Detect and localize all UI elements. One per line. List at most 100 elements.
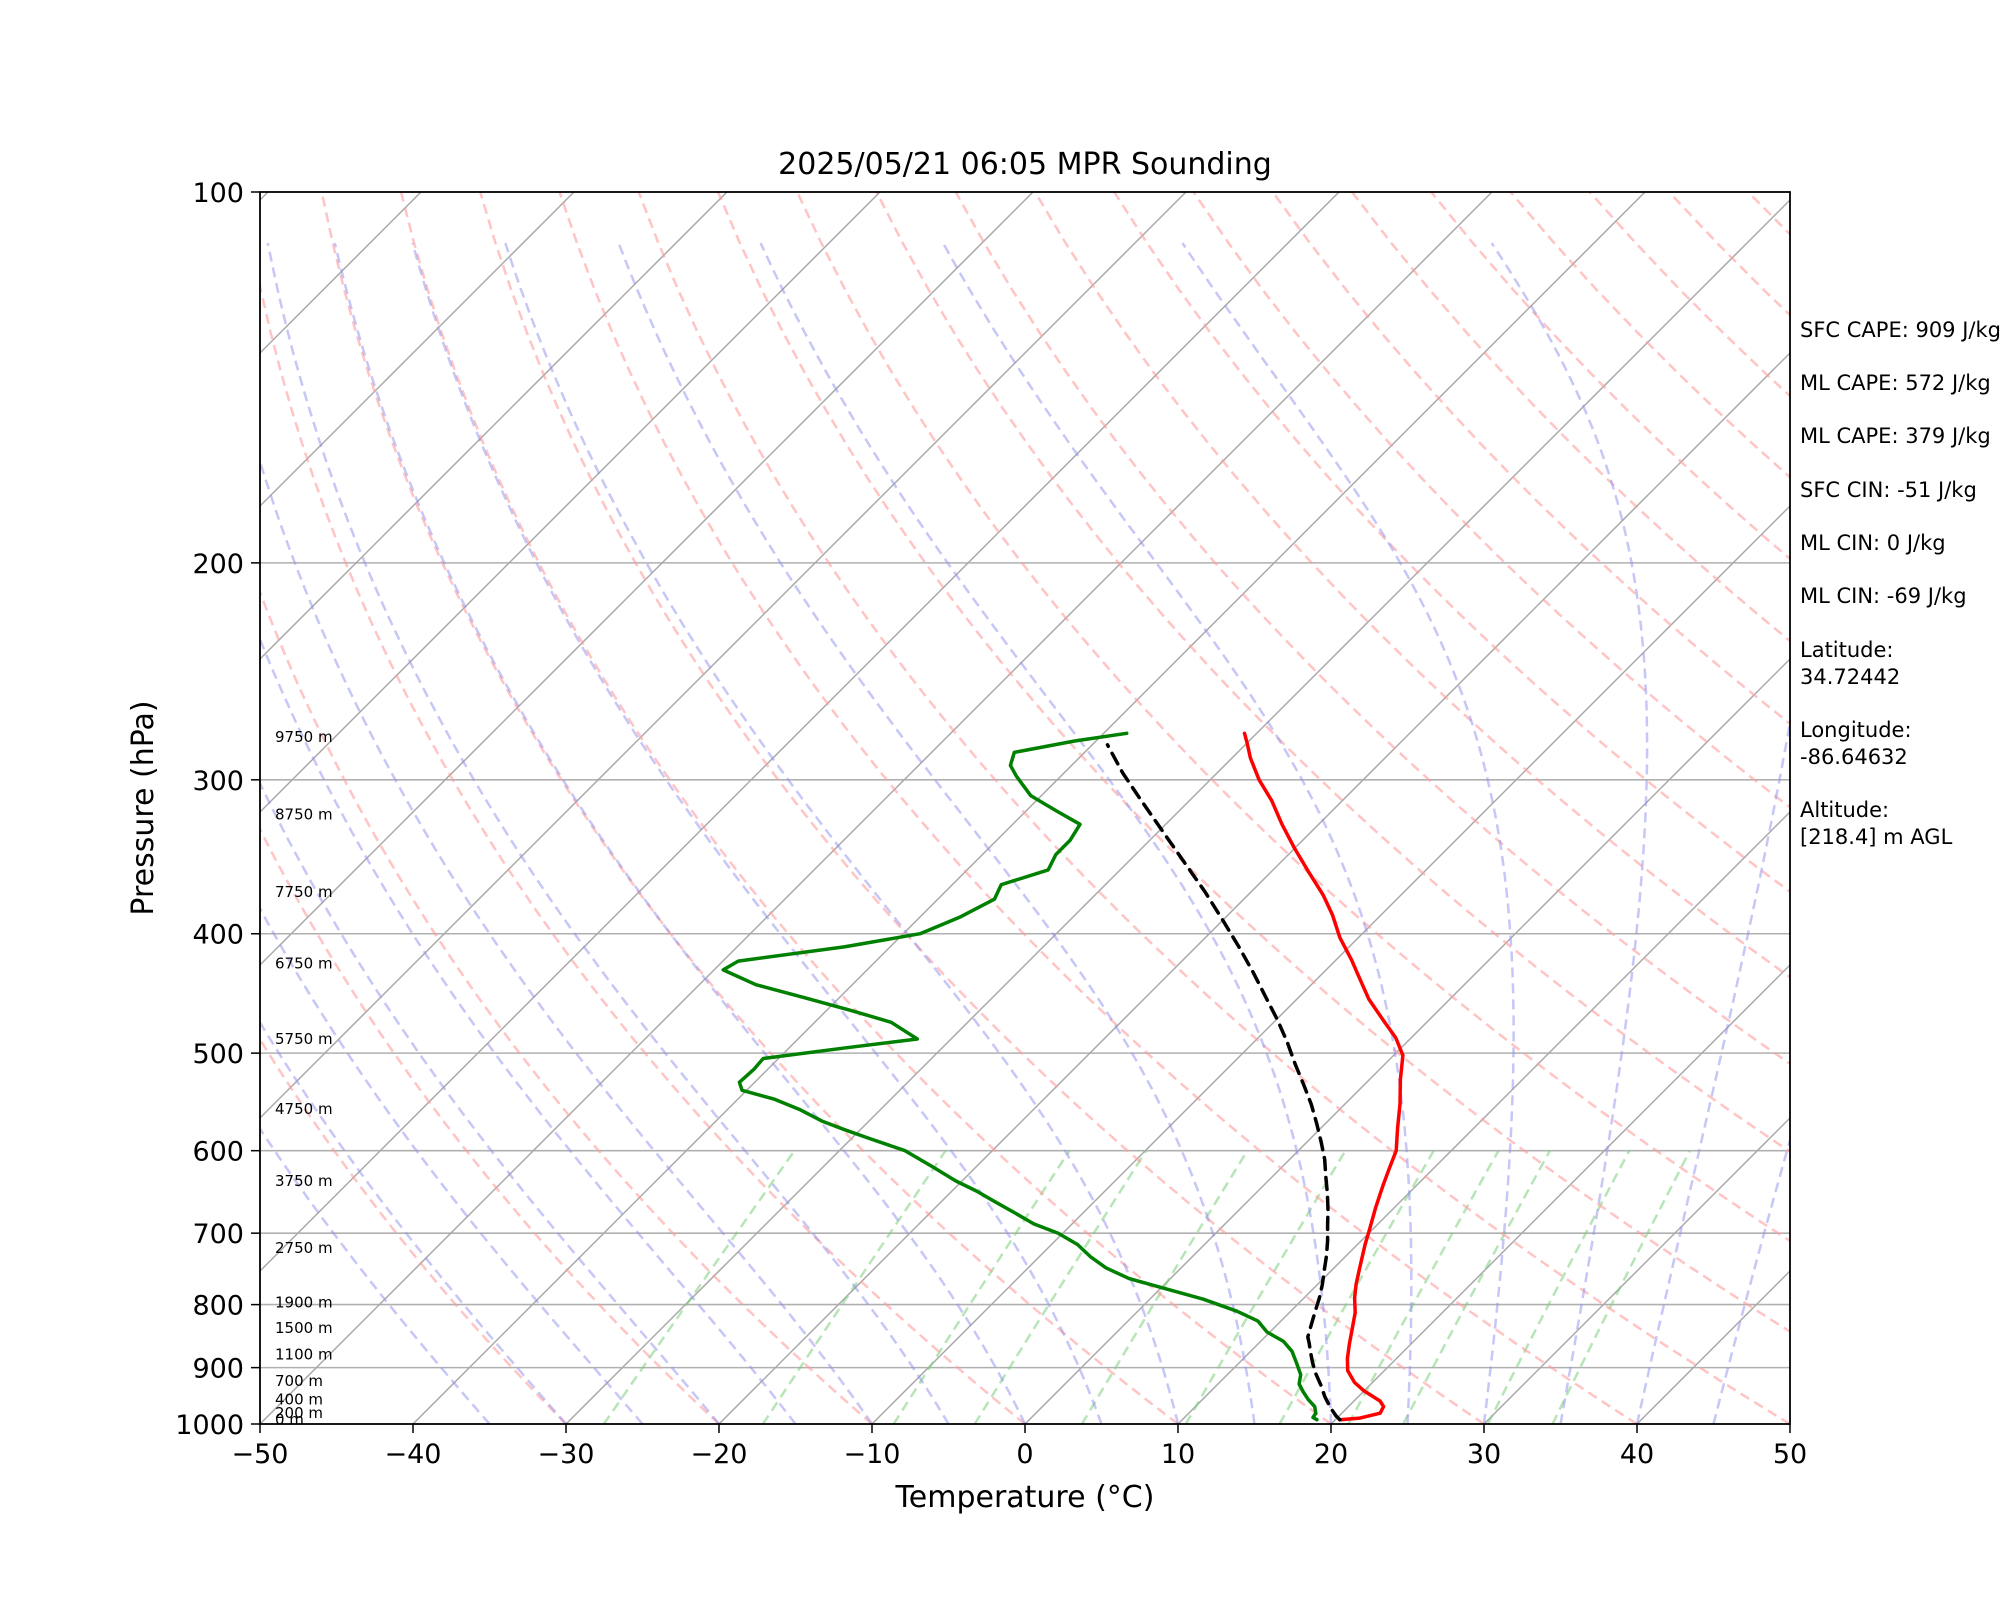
dry-adiabat-line bbox=[558, 192, 1638, 1424]
moist-adiabat-line bbox=[617, 242, 1256, 1424]
moist-adiabat-line bbox=[260, 1126, 491, 1424]
info-ml-cape-2: ML CAPE: 379 J/kg bbox=[1800, 424, 1991, 448]
x-tick-label: −50 bbox=[232, 1439, 289, 1470]
x-tick-label: 10 bbox=[1161, 1439, 1195, 1470]
moist-adiabat-line bbox=[260, 906, 644, 1424]
isotherm-line bbox=[260, 192, 1493, 1424]
mixing-ratio-line bbox=[1278, 1150, 1435, 1424]
isotherm-line bbox=[260, 192, 1034, 967]
y-tick-label: 200 bbox=[192, 549, 244, 580]
dry-adiabat-line bbox=[260, 279, 1026, 1424]
moist-adiabat-line bbox=[260, 780, 720, 1424]
height-label: 1900 m bbox=[275, 1294, 333, 1312]
y-tick-label: 100 bbox=[192, 178, 244, 209]
y-tick-label: 600 bbox=[192, 1137, 244, 1168]
info-altitude-value: [218.4] m AGL bbox=[1800, 825, 1953, 849]
dry-adiabat-line bbox=[1271, 192, 1790, 726]
mixing-ratio-line bbox=[1551, 1150, 1692, 1424]
isotherm-line bbox=[1024, 657, 1790, 1424]
info-longitude-value: -86.64632 bbox=[1800, 745, 1908, 769]
moist-adiabat-line bbox=[504, 242, 1180, 1424]
moist-adiabat-line bbox=[266, 242, 950, 1424]
moist-adiabat-line bbox=[1490, 242, 1649, 1424]
isotherm-line bbox=[260, 192, 575, 508]
moist-adiabat-line bbox=[260, 635, 797, 1424]
dry-adiabat-line bbox=[260, 588, 873, 1424]
x-tick-label: 40 bbox=[1620, 1439, 1654, 1470]
info-latitude-value: 34.72442 bbox=[1800, 665, 1900, 689]
dry-adiabat-line bbox=[716, 192, 1790, 1334]
moist-adiabat-line bbox=[260, 1020, 567, 1424]
series-line-2 bbox=[721, 731, 1319, 1422]
dry-adiabat-line bbox=[1033, 192, 1790, 979]
dry-adiabat-line bbox=[399, 192, 1332, 1424]
skewed-isotherms bbox=[0, 192, 1790, 1424]
isotherm-line bbox=[565, 198, 1790, 1424]
moist-adiabat-line bbox=[260, 457, 874, 1424]
dry-adiabat-line bbox=[260, 1037, 567, 1424]
isotherm-line bbox=[260, 192, 728, 661]
height-label: 3750 m bbox=[275, 1172, 333, 1190]
height-label: 9750 m bbox=[275, 728, 333, 746]
isotherm-line bbox=[260, 192, 881, 814]
moist-adiabat-line bbox=[759, 242, 1333, 1424]
mixing-ratio-line bbox=[1486, 1150, 1631, 1424]
info-longitude-label: Longitude: bbox=[1800, 718, 1912, 742]
mixing-ratio-line bbox=[761, 1149, 947, 1424]
height-label: 0 m bbox=[275, 1411, 304, 1429]
dry-adiabats bbox=[260, 192, 1790, 1424]
moist-adiabat-line bbox=[941, 242, 1413, 1424]
mixing-ratio-lines bbox=[602, 1149, 1692, 1424]
mixing-ratio-line bbox=[973, 1150, 1148, 1424]
mixing-ratio-line bbox=[1184, 1150, 1347, 1424]
x-tick-label: 50 bbox=[1773, 1439, 1807, 1470]
height-label: 400 m bbox=[275, 1390, 323, 1408]
x-tick-label: −40 bbox=[385, 1439, 442, 1470]
height-label: 1100 m bbox=[275, 1345, 333, 1363]
series-line-3 bbox=[1105, 743, 1342, 1422]
y-tick-label: 500 bbox=[192, 1039, 244, 1070]
mixing-ratio-line bbox=[892, 1150, 1071, 1424]
dry-adiabat-line bbox=[1113, 192, 1790, 894]
x-tick-label: −30 bbox=[538, 1439, 595, 1470]
height-label: 2750 m bbox=[275, 1239, 333, 1257]
y-tick-label: 800 bbox=[192, 1291, 244, 1322]
isotherm-line bbox=[412, 192, 1646, 1424]
info-sfc-cin: SFC CIN: -51 J/kg bbox=[1800, 478, 1977, 502]
y-tick-label: 300 bbox=[192, 766, 244, 797]
info-sfc-cape: SFC CAPE: 909 J/kg bbox=[1800, 318, 2000, 342]
y-tick-label: 700 bbox=[192, 1219, 244, 1250]
y-tick-label: 400 bbox=[192, 920, 244, 951]
mixing-ratio-line bbox=[602, 1149, 796, 1424]
isotherm-line bbox=[260, 192, 1340, 1273]
isotherm-line bbox=[871, 504, 1790, 1424]
series-line-1 bbox=[1242, 731, 1405, 1422]
moist-adiabat-line bbox=[411, 242, 1103, 1424]
x-axis-label: Temperature (°C) bbox=[895, 1480, 1155, 1515]
info-ml-cape-1: ML CAPE: 572 J/kg bbox=[1800, 371, 1991, 395]
y-tick-label: 1000 bbox=[175, 1410, 244, 1441]
height-label: 200 m bbox=[275, 1404, 323, 1422]
moist-adiabat-line bbox=[1635, 715, 1790, 1424]
dry-adiabat-line bbox=[637, 192, 1790, 1424]
height-label: 4750 m bbox=[275, 1100, 333, 1118]
info-altitude-label: Altitude: bbox=[1800, 798, 1889, 822]
dry-adiabat-line bbox=[796, 192, 1790, 1243]
x-tick-label: −10 bbox=[844, 1439, 901, 1470]
height-label: 1500 m bbox=[275, 1319, 333, 1337]
profile-series bbox=[721, 731, 1405, 1422]
mixing-ratio-line bbox=[1402, 1150, 1551, 1424]
y-tick-label: 900 bbox=[192, 1354, 244, 1385]
height-label: 8750 m bbox=[275, 805, 333, 823]
height-label: 7750 m bbox=[275, 883, 333, 901]
dry-adiabat-line bbox=[875, 192, 1790, 1154]
x-tick-label: 20 bbox=[1314, 1439, 1348, 1470]
sounding-info-panel: SFC CAPE: 909 J/kg ML CAPE: 572 J/kg ML … bbox=[1800, 318, 2000, 849]
x-tick-label: 30 bbox=[1467, 1439, 1501, 1470]
isotherm-line bbox=[0, 192, 115, 1424]
height-label: 5750 m bbox=[275, 1030, 333, 1048]
x-axis-ticks: −50 −40 −30 −20 −10 0 10 20 30 40 50 bbox=[232, 1424, 1807, 1470]
y-axis-label: Pressure (hPa) bbox=[126, 700, 161, 915]
moist-adiabat-line bbox=[1712, 1135, 1790, 1424]
